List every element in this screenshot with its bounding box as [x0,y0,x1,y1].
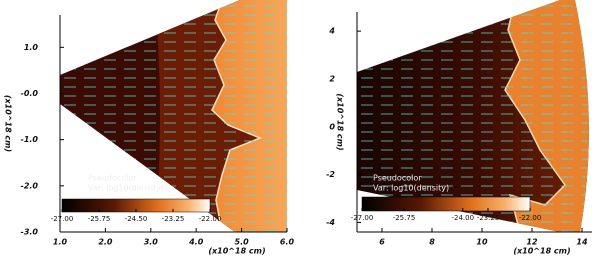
colorbar-tick-label: -22.00 [199,215,222,223]
y-tick-label: -0.0 [21,89,39,98]
y-tick-label: 1.0 [24,43,39,52]
x-tick-label: 8 [429,238,435,247]
legend-variable: Var: log10(density) [373,184,449,193]
legend-title: Pseudocolor [373,174,422,183]
x-tick-label: 14 [576,238,588,247]
x-tick-label: 1.0 [53,238,68,247]
x-tick-label: 6 [379,238,385,247]
x-tick-label: 5.0 [235,238,250,247]
x-axis-label: (x10^18 cm) [513,247,570,256]
colorbar-tick-label: -27.00 [351,214,374,222]
y-tick-label: -4 [326,218,335,227]
colorbar-tick-label: -27.00 [51,215,74,223]
y-tick-label: -2.0 [21,181,39,190]
y-axis-label: (x10^18 cm) [336,93,345,150]
colorbar-tick-label: -22.00 [519,214,542,222]
legend-title: Pseudocolor [88,174,137,183]
colorbar-tick-label: -25.75 [88,215,111,223]
density-image [60,0,287,232]
y-tick-label: -3.0 [21,228,39,237]
x-tick-label: 4.0 [188,238,204,247]
x-axis-label: (x10^18 cm) [208,247,265,256]
y-tick-label: 0 [329,122,335,131]
colorbar-tick-label: -24.50 [125,215,148,223]
colorbar-tick-label: -25.75 [393,214,416,222]
x-tick-label: 3.0 [144,238,159,247]
legend-variable: Var: log10(density) [88,184,164,193]
y-axis-label: (x10^18 cm) [4,95,13,152]
x-tick-label: 12 [526,238,538,247]
colorbar [361,196,531,212]
y-tick-label: -2 [326,170,335,179]
colorbar-tick-label: -23.25 [162,215,185,223]
x-tick-label: 2.0 [98,238,113,247]
colorbar-tick-label: -23.25 [477,214,500,222]
x-tick-label: 6.0 [280,238,295,247]
y-tick-label: 4 [328,27,335,36]
y-tick-label: 2 [329,74,335,83]
x-tick-label: 10 [476,238,488,247]
colorbar-tick-label: -24.00 [452,214,475,222]
y-tick-label: -1.0 [21,135,39,144]
